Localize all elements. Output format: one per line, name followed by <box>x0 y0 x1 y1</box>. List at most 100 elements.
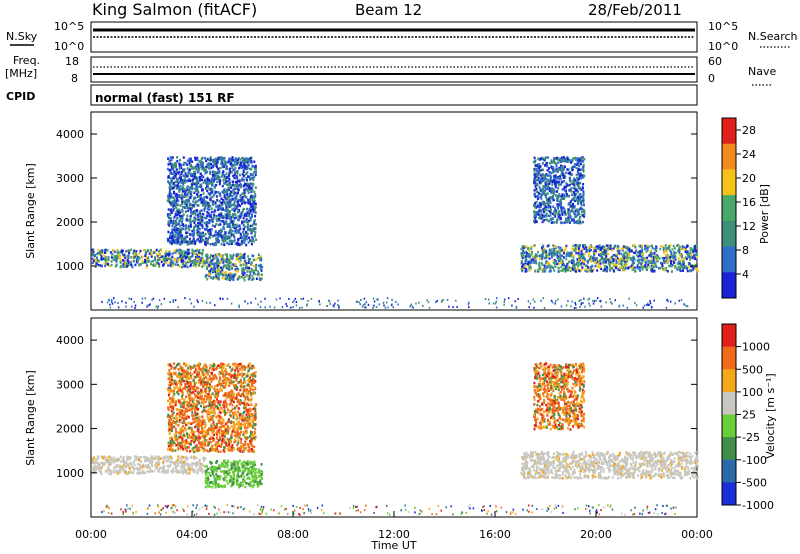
power-data-point <box>520 254 523 258</box>
power-data-point <box>213 270 216 273</box>
power-data-point <box>337 304 339 307</box>
power-data-point <box>647 304 650 307</box>
velocity-data-point <box>121 458 124 462</box>
power-data-point <box>208 214 211 218</box>
power-data-point <box>215 233 218 237</box>
power-data-point <box>178 170 181 174</box>
power-data-point <box>251 235 254 239</box>
power-data-point <box>110 263 113 267</box>
power-data-point <box>255 170 258 174</box>
power-data-point <box>189 207 192 211</box>
power-data-point <box>235 180 238 184</box>
power-data-point <box>547 244 550 247</box>
velocity-data-point <box>115 469 118 472</box>
power-data-point <box>158 263 161 266</box>
power-data-point <box>219 219 222 223</box>
power-data-point <box>640 265 643 268</box>
velocity-data-point <box>133 467 136 470</box>
power-data-point <box>254 193 257 196</box>
power-data-point <box>182 259 185 262</box>
power-data-point <box>566 251 569 254</box>
power-data-point <box>554 265 557 268</box>
velocity-data-point <box>104 470 107 473</box>
power-data-point <box>168 257 171 261</box>
power-data-point <box>230 190 233 193</box>
power-data-point <box>172 186 175 190</box>
power-data-point <box>563 159 566 163</box>
power-data-point <box>638 258 641 261</box>
power-data-point <box>626 246 629 249</box>
velocity-data-point <box>198 458 201 462</box>
power-data-point <box>621 258 624 261</box>
power-data-point <box>302 297 304 300</box>
power-data-point <box>214 253 217 257</box>
power-data-point <box>618 252 621 255</box>
power-data-point <box>616 253 619 256</box>
power-data-point <box>669 244 672 247</box>
power-data-point <box>545 208 548 211</box>
power-data-point <box>187 259 190 263</box>
power-data-point <box>547 179 550 183</box>
velocity-data-point <box>163 471 166 474</box>
power-data-point <box>552 254 555 257</box>
power-data-point <box>250 160 253 163</box>
power-data-point <box>568 183 571 187</box>
power-data-point <box>251 270 254 273</box>
velocity-data-point <box>175 469 178 473</box>
power-data-point <box>206 189 209 193</box>
power-data-point <box>229 231 232 234</box>
power-data-point <box>104 256 107 259</box>
power-data-point <box>250 182 252 186</box>
power-data-point <box>552 266 554 269</box>
power-data-point <box>644 260 647 264</box>
power-data-point <box>252 277 255 280</box>
power-data-point <box>537 166 539 170</box>
power-data-point <box>177 186 180 189</box>
power-data-point <box>587 246 590 249</box>
power-data-point <box>224 213 227 216</box>
power-data-point <box>244 188 247 191</box>
power-data-point <box>167 208 170 211</box>
power-data-point <box>214 158 217 162</box>
power-data-point <box>563 185 566 188</box>
velocity-data-point <box>169 463 172 467</box>
power-data-point <box>231 164 234 167</box>
cpid-panel: CPID normal (fast) 151 RF <box>6 84 698 106</box>
power-data-point <box>548 182 551 185</box>
power-data-point <box>237 238 240 242</box>
power-data-point <box>167 257 170 261</box>
power-data-point <box>676 244 679 247</box>
power-data-point <box>544 175 546 178</box>
power-data-point <box>533 181 536 185</box>
power-data-point <box>535 169 538 173</box>
cpid-label: CPID <box>6 90 35 103</box>
power-data-point <box>329 302 331 305</box>
power-data-point <box>616 244 619 248</box>
power-data-point <box>181 242 183 245</box>
power-data-point <box>543 251 546 254</box>
power-data-point <box>123 253 126 257</box>
power-data-point <box>236 230 239 233</box>
power-data-point <box>610 301 612 304</box>
power-data-point <box>173 216 176 219</box>
power-data-point <box>554 302 556 305</box>
power-data-point <box>624 266 627 270</box>
power-data-point <box>191 253 194 256</box>
power-data-point <box>210 162 212 166</box>
power-data-point <box>197 262 200 265</box>
power-data-point <box>569 214 572 218</box>
power-data-point <box>169 236 171 239</box>
power-data-point <box>571 208 574 212</box>
power-data-point <box>241 254 244 257</box>
power-data-point <box>252 237 255 240</box>
power-data-point <box>570 166 573 170</box>
power-data-point <box>574 178 577 182</box>
power-data-point <box>201 167 204 171</box>
power-data-point <box>203 207 206 211</box>
power-data-point <box>549 174 552 178</box>
power-data-point <box>372 306 374 309</box>
power-data-point <box>248 183 251 186</box>
power-data-point <box>209 170 212 174</box>
power-data-point <box>224 235 227 239</box>
power-data-point <box>677 257 680 260</box>
